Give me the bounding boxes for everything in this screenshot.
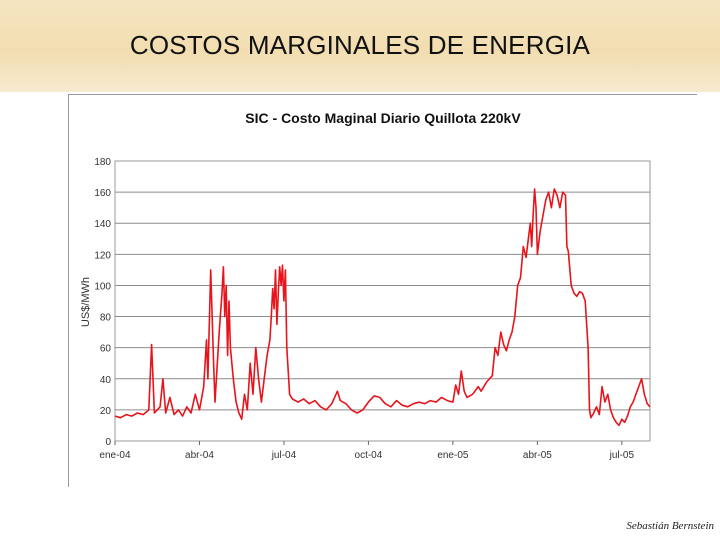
cost-line-chart: SIC - Costo Maginal Diario Quillota 220k… xyxy=(80,110,651,461)
x-tick-label: ene-05 xyxy=(437,450,469,461)
y-tick-label: 120 xyxy=(94,250,111,261)
chart-title: SIC - Costo Maginal Diario Quillota 220k… xyxy=(245,110,521,126)
series-line-costo-marginal xyxy=(114,188,651,427)
x-tick-label: jul-05 xyxy=(609,450,635,461)
x-tick-label: oct-04 xyxy=(355,450,383,461)
y-tick-label: 140 xyxy=(94,219,111,230)
x-tick-label: abr-04 xyxy=(185,450,214,461)
y-axis-label: US$/MWh xyxy=(80,277,92,327)
x-tick-label: abr-05 xyxy=(523,450,552,461)
y-tick-label: 0 xyxy=(105,437,111,448)
author-credit: Sebastián Bernstein xyxy=(626,520,714,532)
plot-area-border xyxy=(114,160,651,442)
header-band xyxy=(0,0,720,92)
y-tick-label: 180 xyxy=(94,157,111,168)
x-tick-label: ene-04 xyxy=(99,450,131,461)
y-tick-label: 160 xyxy=(94,188,111,199)
y-tick-label: 80 xyxy=(100,313,112,324)
y-tick-label: 40 xyxy=(100,375,112,386)
x-tick-label: jul-04 xyxy=(271,450,297,461)
y-tick-label: 20 xyxy=(100,406,112,417)
y-tick-label: 100 xyxy=(94,281,111,292)
slide-title: COSTOS MARGINALES DE ENERGIA xyxy=(129,30,591,60)
chart-frame: SIC - Costo Maginal Diario Quillota 220k… xyxy=(68,94,697,487)
y-tick-label: 60 xyxy=(100,344,112,355)
